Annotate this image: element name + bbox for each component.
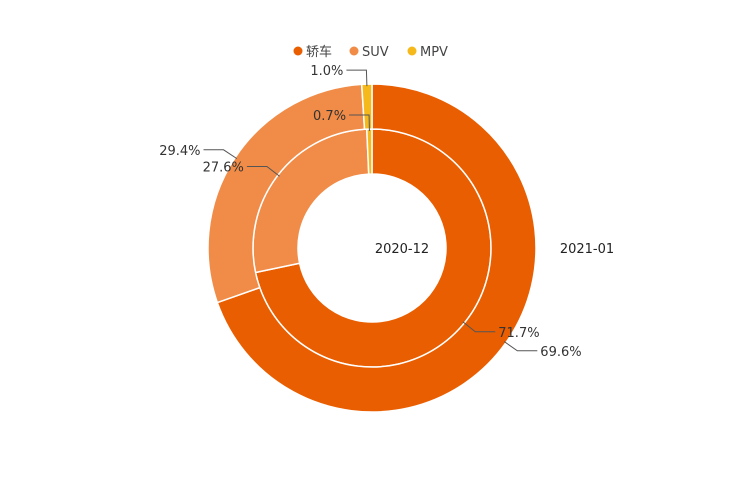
leader-line-outer-mpv bbox=[346, 69, 368, 87]
leader-lines bbox=[203, 69, 538, 352]
legend: 轿车 SUV MPV bbox=[293, 44, 448, 60]
series-label-inner: 2020-12 bbox=[375, 242, 429, 257]
legend-label-sedan[interactable]: 轿车 bbox=[306, 44, 332, 60]
leader-line-inner-suv bbox=[246, 165, 280, 177]
leader-line-outer-suv bbox=[203, 149, 238, 160]
legend-label-suv[interactable]: SUV bbox=[362, 45, 389, 60]
legend-marker-mpv[interactable] bbox=[407, 46, 417, 56]
data-label-outer-sedan: 69.6% bbox=[540, 345, 581, 360]
data-label-outer-mpv: 1.0% bbox=[310, 64, 343, 79]
data-labels: 71.7% 27.6% 0.7% 69.6% 29.4% 1.0% bbox=[159, 64, 581, 360]
series-label-outer: 2021-01 bbox=[560, 242, 614, 257]
data-label-inner-mpv: 0.7% bbox=[313, 109, 346, 124]
rings bbox=[207, 83, 537, 413]
series-labels: 2020-12 2021-01 bbox=[375, 242, 614, 257]
leader-line-inner-sedan bbox=[462, 321, 496, 333]
legend-marker-sedan[interactable] bbox=[293, 46, 303, 56]
data-label-inner-suv: 27.6% bbox=[203, 160, 244, 175]
data-label-inner-sedan: 71.7% bbox=[498, 326, 539, 341]
leader-line-inner-mpv bbox=[349, 114, 370, 132]
data-label-outer-suv: 29.4% bbox=[159, 144, 200, 159]
legend-marker-suv[interactable] bbox=[349, 46, 359, 56]
leader-line-outer-sedan bbox=[503, 341, 538, 352]
outer-ring-slice-sedan[interactable] bbox=[216, 83, 537, 413]
legend-label-mpv[interactable]: MPV bbox=[420, 45, 448, 60]
